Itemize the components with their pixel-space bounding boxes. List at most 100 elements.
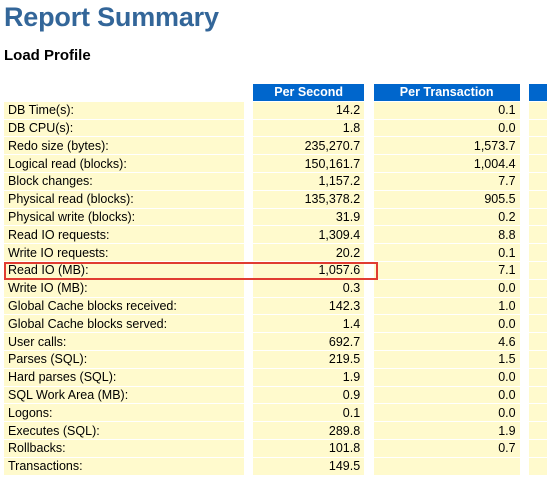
per-second-value: 219.5 xyxy=(253,350,365,368)
cell-edge xyxy=(529,226,547,244)
cell-gap xyxy=(364,404,374,421)
table-row: DB Time(s): 14.2 0.1 xyxy=(4,101,547,119)
table-row: DB CPU(s): 1.8 0.0 xyxy=(4,119,547,137)
metric-name: Logons: xyxy=(4,404,244,422)
per-transaction-value: 0.0 xyxy=(373,279,520,297)
per-second-value: 1.8 xyxy=(253,119,365,137)
cell-gap xyxy=(364,458,374,475)
per-second-value: 135,378.2 xyxy=(253,190,365,208)
cell-edge xyxy=(529,457,547,475)
cell-gap xyxy=(364,155,374,172)
per-second-value: 0.3 xyxy=(253,279,365,297)
cell-gap xyxy=(520,244,530,261)
cell-gap xyxy=(520,333,530,350)
cell-gap xyxy=(364,440,374,457)
table-row: Block changes: 1,157.2 7.7 xyxy=(4,172,547,190)
metric-name: Parses (SQL): xyxy=(4,350,244,368)
cell-gap xyxy=(520,120,530,137)
header-gap xyxy=(520,84,530,101)
cell-edge xyxy=(529,404,547,422)
per-second-value: 20.2 xyxy=(253,244,365,261)
per-second-value: 1,309.4 xyxy=(253,226,365,244)
cell-edge xyxy=(529,439,547,457)
metric-name: DB Time(s): xyxy=(4,101,244,119)
metric-name: Executes (SQL): xyxy=(4,422,244,439)
per-second-value: 150,161.7 xyxy=(253,155,365,172)
per-second-value: 289.8 xyxy=(253,422,365,439)
header-per-transaction: Per Transaction xyxy=(373,84,520,101)
cell-gap xyxy=(520,440,530,457)
cell-edge xyxy=(529,386,547,404)
per-transaction-value: 0.0 xyxy=(373,315,520,333)
per-second-value: 101.8 xyxy=(253,439,365,457)
per-transaction-value: 1.0 xyxy=(373,297,520,315)
per-transaction-value: 0.0 xyxy=(373,386,520,404)
cell-gap xyxy=(244,209,254,226)
cell-gap xyxy=(364,191,374,208)
per-transaction-value: 7.1 xyxy=(373,261,520,279)
table-row: Logons: 0.1 0.0 xyxy=(4,404,547,422)
cell-gap xyxy=(364,351,374,368)
cell-edge xyxy=(529,137,547,155)
per-transaction-value: 1.9 xyxy=(373,422,520,439)
metric-name: User calls: xyxy=(4,333,244,350)
table-row: Redo size (bytes): 235,270.7 1,573.7 xyxy=(4,137,547,155)
header-per-second: Per Second xyxy=(253,84,365,101)
cell-edge xyxy=(529,315,547,333)
per-transaction-value: 1,004.4 xyxy=(373,155,520,172)
cell-edge xyxy=(529,208,547,226)
cell-gap xyxy=(520,173,530,190)
table-row: Write IO (MB): 0.3 0.0 xyxy=(4,279,547,297)
table-row: Transactions: 149.5 xyxy=(4,457,547,475)
table-row: Physical write (blocks): 31.9 0.2 xyxy=(4,208,547,226)
cell-edge xyxy=(529,101,547,119)
cell-gap xyxy=(520,262,530,279)
cell-edge xyxy=(529,297,547,315)
metric-name: Write IO (MB): xyxy=(4,279,244,297)
cell-gap xyxy=(364,209,374,226)
per-second-value: 235,270.7 xyxy=(253,137,365,155)
per-transaction-value: 8.8 xyxy=(373,226,520,244)
cell-gap xyxy=(244,120,254,137)
per-transaction-value: 0.2 xyxy=(373,208,520,226)
metric-name: Rollbacks: xyxy=(4,439,244,457)
cell-edge xyxy=(529,279,547,297)
cell-gap xyxy=(520,387,530,404)
cell-gap xyxy=(244,155,254,172)
cell-gap xyxy=(364,298,374,315)
cell-gap xyxy=(244,351,254,368)
cell-edge xyxy=(529,172,547,190)
cell-gap xyxy=(364,280,374,297)
cell-gap xyxy=(244,458,254,475)
per-transaction-value xyxy=(373,457,520,475)
per-second-value: 1.9 xyxy=(253,368,365,386)
cell-gap xyxy=(244,404,254,421)
header-edge xyxy=(529,84,547,101)
table-header-row: Per Second Per Transaction xyxy=(4,84,547,101)
cell-gap xyxy=(364,333,374,350)
cell-edge xyxy=(529,244,547,261)
report-title: Report Summary xyxy=(4,2,219,32)
cell-gap xyxy=(520,369,530,386)
per-second-value: 1.4 xyxy=(253,315,365,333)
per-transaction-value: 1.5 xyxy=(373,350,520,368)
metric-name: Read IO requests: xyxy=(4,226,244,244)
per-transaction-value: 0.1 xyxy=(373,244,520,261)
cell-gap xyxy=(520,280,530,297)
metric-name: Write IO requests: xyxy=(4,244,244,261)
load-profile-table: Per Second Per Transaction DB Time(s): 14… xyxy=(4,83,547,476)
cell-gap xyxy=(364,173,374,190)
metric-name: Redo size (bytes): xyxy=(4,137,244,155)
metric-name: Transactions: xyxy=(4,457,244,475)
table-row: Global Cache blocks received: 142.3 1.0 xyxy=(4,297,547,315)
cell-gap xyxy=(520,458,530,475)
metric-name: Physical write (blocks): xyxy=(4,208,244,226)
table-row: Parses (SQL): 219.5 1.5 xyxy=(4,350,547,368)
metric-name: Hard parses (SQL): xyxy=(4,368,244,386)
per-transaction-value: 0.1 xyxy=(373,101,520,119)
cell-gap xyxy=(244,298,254,315)
per-second-value: 0.1 xyxy=(253,404,365,422)
table-row: Logical read (blocks): 150,161.7 1,004.4 xyxy=(4,155,547,172)
cell-gap xyxy=(364,315,374,332)
header-blank xyxy=(4,84,244,101)
